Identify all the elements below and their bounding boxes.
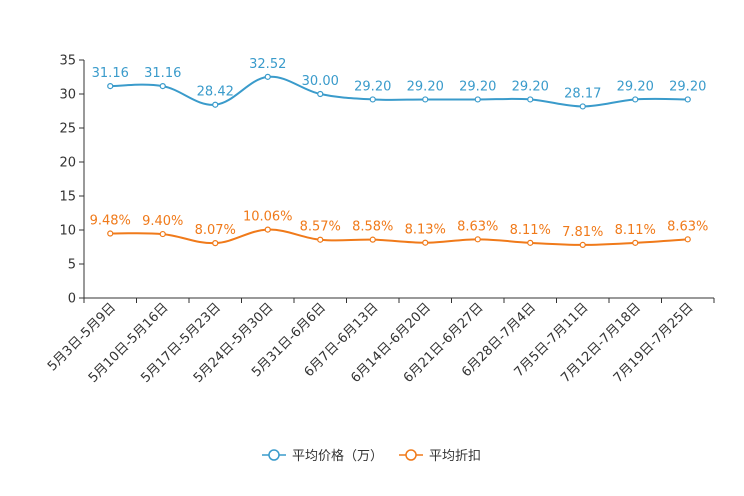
- y-tick-label: 0: [68, 292, 76, 307]
- legend-marker: [405, 449, 417, 461]
- data-label: 9.40%: [142, 214, 183, 229]
- data-label: 31.16: [92, 66, 129, 81]
- data-label: 29.20: [407, 79, 444, 94]
- y-tick-label: 35: [59, 54, 76, 69]
- data-label: 8.11%: [510, 223, 551, 238]
- y-tick-label: 20: [59, 156, 76, 171]
- series-line-0: [110, 75, 688, 108]
- data-label: 7.81%: [562, 225, 603, 240]
- series-line-1: [110, 228, 688, 246]
- data-point[interactable]: [527, 239, 534, 246]
- y-axis: 0 5 10 15 20 25 30 35: [59, 54, 85, 307]
- data-point[interactable]: [632, 96, 639, 103]
- legend-item-1[interactable]: 平均折扣: [399, 449, 481, 464]
- data-point[interactable]: [107, 83, 114, 90]
- data-point[interactable]: [317, 90, 324, 98]
- data-point[interactable]: [684, 236, 691, 243]
- data-point[interactable]: [684, 96, 691, 103]
- data-label: 8.13%: [405, 223, 446, 238]
- data-label: 29.20: [669, 79, 706, 94]
- legend-label: 平均价格（万）: [292, 448, 383, 464]
- data-point[interactable]: [422, 96, 429, 103]
- y-tick-label: 10: [59, 224, 76, 239]
- data-label: 8.63%: [667, 219, 708, 234]
- data-label: 29.20: [512, 79, 549, 94]
- data-point[interactable]: [579, 103, 586, 110]
- data-label: 8.58%: [352, 220, 393, 235]
- data-label: 8.11%: [615, 223, 656, 238]
- data-point[interactable]: [422, 239, 429, 246]
- data-point[interactable]: [369, 96, 376, 103]
- data-label: 31.16: [144, 66, 181, 81]
- data-point[interactable]: [264, 73, 271, 80]
- data-point[interactable]: [317, 236, 324, 243]
- data-point[interactable]: [632, 239, 639, 246]
- legend-item-0[interactable]: 平均价格（万）: [262, 448, 383, 464]
- data-label: 28.42: [197, 85, 234, 100]
- data-point[interactable]: [579, 241, 586, 248]
- data-point[interactable]: [474, 236, 481, 243]
- series-lines: [107, 73, 691, 248]
- x-axis: 5月3日-5月9日5月10日-5月16日5月17日-5月23日5月24日-5月3…: [45, 297, 715, 386]
- data-label: 9.48%: [90, 214, 131, 229]
- y-tick-label: 25: [59, 122, 76, 137]
- data-label: 29.20: [459, 79, 496, 94]
- data-label: 30.00: [302, 74, 339, 89]
- y-tick-label: 15: [59, 190, 76, 205]
- data-labels: 31.16 31.16 28.42 32.52 30.00 29.20 29.20 29.20…: [90, 57, 709, 240]
- data-point[interactable]: [159, 83, 166, 90]
- data-label: 28.17: [564, 86, 601, 101]
- data-label: 29.20: [354, 79, 391, 94]
- data-label: 32.52: [249, 57, 286, 72]
- data-point[interactable]: [212, 101, 219, 108]
- data-label: 10.06%: [243, 210, 293, 225]
- y-tick-label: 30: [59, 88, 76, 103]
- legend-marker: [268, 449, 280, 461]
- legend-label: 平均折扣: [429, 449, 481, 464]
- data-label: 8.63%: [457, 219, 498, 234]
- data-point[interactable]: [369, 236, 376, 243]
- data-point[interactable]: [212, 240, 219, 247]
- data-label: 8.07%: [195, 223, 236, 238]
- data-point[interactable]: [159, 230, 166, 238]
- data-label: 29.20: [617, 79, 654, 94]
- y-tick-label: 5: [68, 258, 76, 273]
- legend: 平均价格（万） 平均折扣: [262, 448, 481, 464]
- data-point[interactable]: [527, 96, 534, 103]
- data-point[interactable]: [264, 226, 271, 233]
- data-point[interactable]: [474, 96, 481, 103]
- data-point[interactable]: [107, 230, 114, 237]
- data-label: 8.57%: [300, 220, 341, 235]
